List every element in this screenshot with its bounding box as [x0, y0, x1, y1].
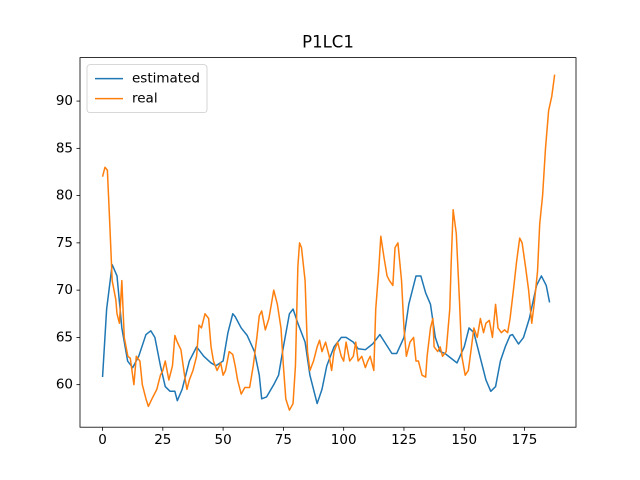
- y-tick-label: 60: [56, 377, 73, 393]
- legend-label: real: [132, 91, 158, 107]
- legend: estimated real: [86, 64, 208, 113]
- legend-box: [86, 64, 208, 113]
- x-tick-label: 50: [215, 432, 232, 448]
- x-tick-label: 75: [275, 432, 292, 448]
- x-tick-label: 175: [512, 432, 538, 448]
- x-tick-label: 0: [98, 432, 107, 448]
- chart-title: P1LC1: [302, 33, 354, 52]
- legend-label: estimated: [132, 71, 200, 87]
- x-tick-label: 150: [451, 432, 477, 448]
- y-tick-label: 85: [56, 140, 73, 156]
- x-tick-label: 100: [331, 432, 357, 448]
- x-tick-label: 25: [154, 432, 171, 448]
- y-tick-label: 70: [56, 282, 73, 298]
- y-tick-label: 75: [56, 235, 73, 251]
- axes-frame: [79, 57, 577, 428]
- y-tick-label: 65: [56, 329, 73, 345]
- x-tick-label: 125: [391, 432, 417, 448]
- y-tick-label: 90: [56, 93, 73, 109]
- y-tick-label: 80: [56, 188, 73, 204]
- data-line: [101, 263, 551, 405]
- data-line: [101, 74, 556, 411]
